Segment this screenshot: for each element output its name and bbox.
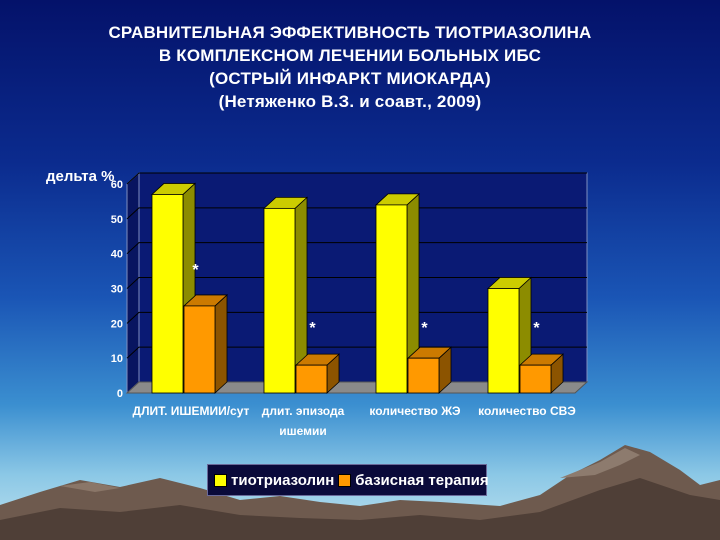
y-axis-label: дельта % xyxy=(46,168,115,185)
y-tick-label: 60 xyxy=(111,179,123,191)
y-tick-label: 30 xyxy=(111,284,123,296)
bar-side xyxy=(214,294,228,394)
y-tick-label: 10 xyxy=(111,353,123,365)
legend-label-series-1: тиотриазолин xyxy=(231,471,335,489)
x-tick-label: количество ЖЭ xyxy=(369,404,461,418)
bar xyxy=(183,305,216,394)
legend-item-series-1: тиотриазолин xyxy=(214,472,334,489)
bar xyxy=(151,194,184,394)
y-tick-label: 50 xyxy=(111,214,123,226)
x-tick-label: ишемии xyxy=(279,424,327,438)
y-tick-label: 20 xyxy=(111,318,123,330)
bar xyxy=(295,364,328,394)
bar xyxy=(407,357,440,394)
title-line-3: (ОСТРЫЙ ИНФАРКТ МИОКАРДА) xyxy=(209,69,491,88)
slide-title: СРАВНИТЕЛЬНАЯ ЭФФЕКТИВНОСТЬ ТИОТРИАЗОЛИН… xyxy=(0,21,700,113)
bar xyxy=(263,207,296,394)
bar xyxy=(375,204,408,394)
title-line-2: В КОМПЛЕКСНОМ ЛЕЧЕНИИ БОЛЬНЫХ ИБС xyxy=(158,46,542,65)
x-tick-label: длит. эпизода xyxy=(262,404,345,418)
chart-legend: тиотриазолин базисная терапия xyxy=(207,464,489,496)
gridline xyxy=(126,172,587,185)
legend-label-series-2: базисная терапия xyxy=(355,471,489,489)
x-tick-label: количество СВЭ xyxy=(478,404,576,418)
x-tick-label: ДЛИТ. ИШЕМИИ/сут xyxy=(133,404,250,418)
bar xyxy=(487,288,520,394)
significance-marker: * xyxy=(533,320,540,337)
gridline xyxy=(126,277,587,289)
legend-swatch-series-1 xyxy=(214,473,227,487)
gridline xyxy=(126,242,587,255)
title-line-4: (Нетяженко В.З. и соавт., 2009) xyxy=(218,92,482,111)
legend-item-series-2: базисная терапия xyxy=(338,471,489,489)
significance-marker: * xyxy=(192,262,199,279)
significance-marker: * xyxy=(421,320,428,337)
legend-swatch-series-2 xyxy=(338,473,352,487)
gridline xyxy=(126,311,587,324)
y-tick-label: 0 xyxy=(117,388,123,400)
significance-marker: * xyxy=(309,320,316,337)
bar xyxy=(519,364,552,394)
gridline xyxy=(126,207,587,220)
y-tick-label: 40 xyxy=(111,249,123,261)
title-line-1: СРАВНИТЕЛЬНАЯ ЭФФЕКТИВНОСТЬ ТИОТРИАЗОЛИН… xyxy=(108,23,592,42)
